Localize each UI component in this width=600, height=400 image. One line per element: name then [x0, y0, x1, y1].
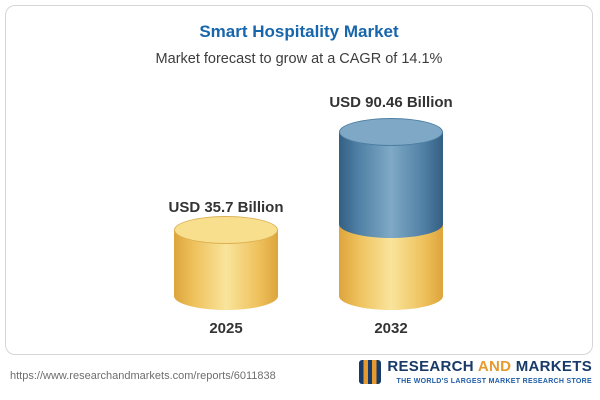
- bar-2032-bottom-segment: [339, 224, 443, 310]
- value-label-2032: USD 90.46 Billion: [329, 94, 453, 111]
- bar-2032-cylinder: [339, 118, 443, 310]
- logo-word-markets: MARKETS: [515, 358, 592, 375]
- category-label-2032: 2032: [374, 320, 408, 337]
- bar-2025-cylinder: [174, 216, 278, 316]
- research-and-markets-logo: RESEARCH AND MARKETS THE WORLD'S LARGEST…: [359, 358, 592, 385]
- logo-flag-icon: [359, 359, 382, 384]
- value-label-2025: USD 35.7 Billion: [168, 199, 284, 216]
- logo-word-research: RESEARCH: [387, 358, 474, 375]
- logo-wordmark: RESEARCH AND MARKETS: [387, 358, 592, 376]
- logo-tagline: THE WORLD'S LARGEST MARKET RESEARCH STOR…: [396, 377, 592, 385]
- report-url-link[interactable]: https://www.researchandmarkets.com/repor…: [10, 370, 276, 382]
- category-label-2025: 2025: [209, 320, 243, 337]
- bar-2032-top-segment: [339, 132, 443, 238]
- bar-2032-top-ellipse: [339, 118, 443, 146]
- logo-word-and: AND: [477, 358, 512, 375]
- bar-2025-top-ellipse: [174, 216, 278, 244]
- logo-text: RESEARCH AND MARKETS THE WORLD'S LARGEST…: [387, 358, 592, 385]
- infographic-card: Smart Hospitality Market Market forecast…: [5, 5, 593, 355]
- chart-title: Smart Hospitality Market: [199, 22, 399, 41]
- chart-subtitle: Market forecast to grow at a CAGR of 14.…: [155, 51, 443, 67]
